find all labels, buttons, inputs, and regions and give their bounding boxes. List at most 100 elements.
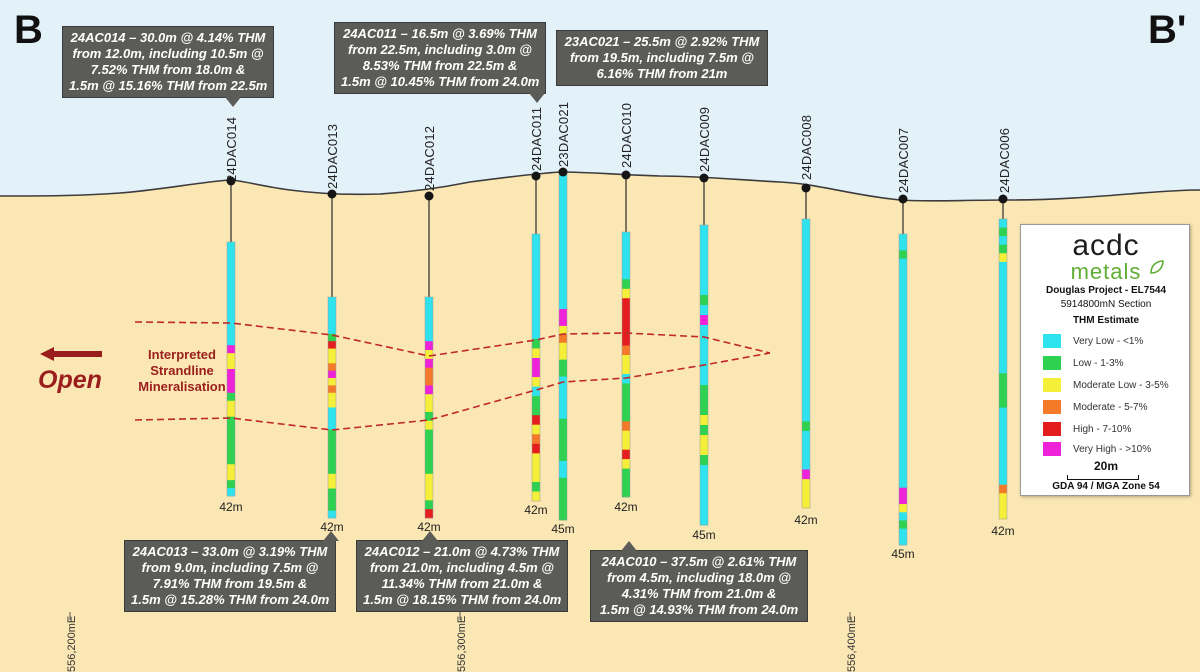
- grade-interval: [425, 500, 433, 510]
- grade-interval: [700, 405, 708, 416]
- grade-interval: [559, 309, 567, 318]
- grade-interval: [999, 313, 1007, 323]
- grade-interval: [802, 228, 810, 239]
- grade-interval: [622, 430, 630, 441]
- grade-interval: [559, 342, 567, 352]
- grade-interval: [999, 270, 1007, 280]
- grade-interval: [532, 396, 540, 407]
- depth-label-24dac006: 42m: [991, 524, 1015, 538]
- hole-outline: [424, 296, 434, 519]
- grade-interval: [802, 459, 810, 470]
- grade-interval: [532, 434, 540, 445]
- grade-interval: [532, 405, 540, 416]
- grade-interval: [559, 317, 567, 327]
- grade-interval: [999, 339, 1007, 348]
- grade-interval: [622, 279, 630, 290]
- grade-interval: [622, 336, 630, 346]
- depth-label-24dac009: 45m: [692, 528, 716, 542]
- grade-interval: [899, 463, 907, 472]
- grade-interval: [328, 407, 336, 416]
- grade-interval: [425, 411, 433, 422]
- grade-interval: [622, 269, 630, 280]
- grade-interval: [999, 424, 1007, 434]
- grade-interval: [899, 520, 907, 530]
- grade-interval: [532, 291, 540, 302]
- grade-interval: [700, 355, 708, 366]
- grade-interval: [899, 364, 907, 374]
- grade-interval: [227, 424, 235, 433]
- grade-interval: [559, 460, 567, 470]
- grade-interval: [559, 452, 567, 462]
- grade-interval: [999, 407, 1007, 417]
- grade-interval: [899, 495, 907, 505]
- callout-pointer: [621, 541, 637, 551]
- grade-interval: [532, 262, 540, 273]
- grade-interval: [622, 307, 630, 318]
- hole-outline: [699, 224, 709, 526]
- grade-interval: [802, 305, 810, 316]
- depth-label-24dac008: 42m: [794, 513, 818, 527]
- grade-interval: [328, 355, 336, 364]
- grade-interval: [802, 344, 810, 355]
- grade-interval: [559, 427, 567, 437]
- collar-marker: [621, 170, 631, 180]
- grade-interval: [328, 495, 336, 504]
- legend-item-low: Low - 1-3%: [1043, 355, 1124, 371]
- grade-interval: [999, 304, 1007, 314]
- grade-interval: [700, 375, 708, 386]
- grade-interval: [532, 272, 540, 283]
- hole-name-24dac007: 24DAC007: [896, 127, 911, 193]
- grade-interval: [700, 445, 708, 456]
- grade-interval: [999, 253, 1007, 263]
- grade-interval: [425, 305, 433, 316]
- grade-interval: [802, 421, 810, 432]
- hole-outline: [327, 296, 337, 519]
- grade-interval: [328, 348, 336, 357]
- grade-interval: [700, 475, 708, 486]
- grade-interval: [532, 377, 540, 387]
- grade-interval: [700, 345, 708, 356]
- grade-interval: [227, 265, 235, 275]
- grade-interval: [802, 334, 810, 345]
- grade-interval: [622, 468, 630, 479]
- collar-marker: [998, 194, 1008, 204]
- callout-24ac014: 24AC014 – 30.0m @ 4.14% THM from 12.0m, i…: [62, 26, 274, 107]
- grade-interval: [802, 392, 810, 403]
- grade-interval: [532, 234, 540, 244]
- grade-interval: [622, 288, 630, 299]
- hole-name-24dac011: 24DAC011: [529, 106, 544, 171]
- collar-marker: [327, 189, 337, 199]
- grade-interval: [899, 504, 907, 513]
- grade-interval: [899, 340, 907, 349]
- grade-interval: [559, 334, 567, 344]
- grade-interval: [328, 429, 336, 438]
- grade-interval: [999, 510, 1007, 520]
- grade-interval: [425, 332, 433, 342]
- grade-interval: [425, 403, 433, 413]
- grade-interval: [899, 258, 907, 268]
- grade-interval: [899, 528, 907, 538]
- grade-interval: [802, 411, 810, 422]
- grade-interval: [622, 459, 630, 469]
- grade-interval: [532, 472, 540, 483]
- grade-interval: [328, 414, 336, 423]
- grade-interval: [227, 297, 235, 306]
- hole-name-23dac021: 23DAC021: [556, 101, 571, 167]
- grade-interval: [227, 392, 235, 402]
- hole-name-24dac014: 24DAC014: [224, 116, 239, 182]
- grade-interval: [227, 432, 235, 441]
- grade-interval: [559, 292, 567, 301]
- hole-outline: [531, 233, 541, 502]
- grade-interval: [999, 416, 1007, 426]
- grade-interval: [802, 238, 810, 249]
- ground-surface-line: [0, 171, 1200, 202]
- grade-interval: [425, 350, 433, 360]
- easting-label-556200: 556,200mE: [66, 615, 78, 672]
- grade-interval: [328, 444, 336, 453]
- grade-interval: [227, 472, 235, 481]
- grade-interval: [425, 394, 433, 404]
- grade-interval: [328, 436, 336, 445]
- grade-interval: [227, 313, 235, 322]
- grade-interval: [899, 274, 907, 284]
- grade-interval: [559, 376, 567, 386]
